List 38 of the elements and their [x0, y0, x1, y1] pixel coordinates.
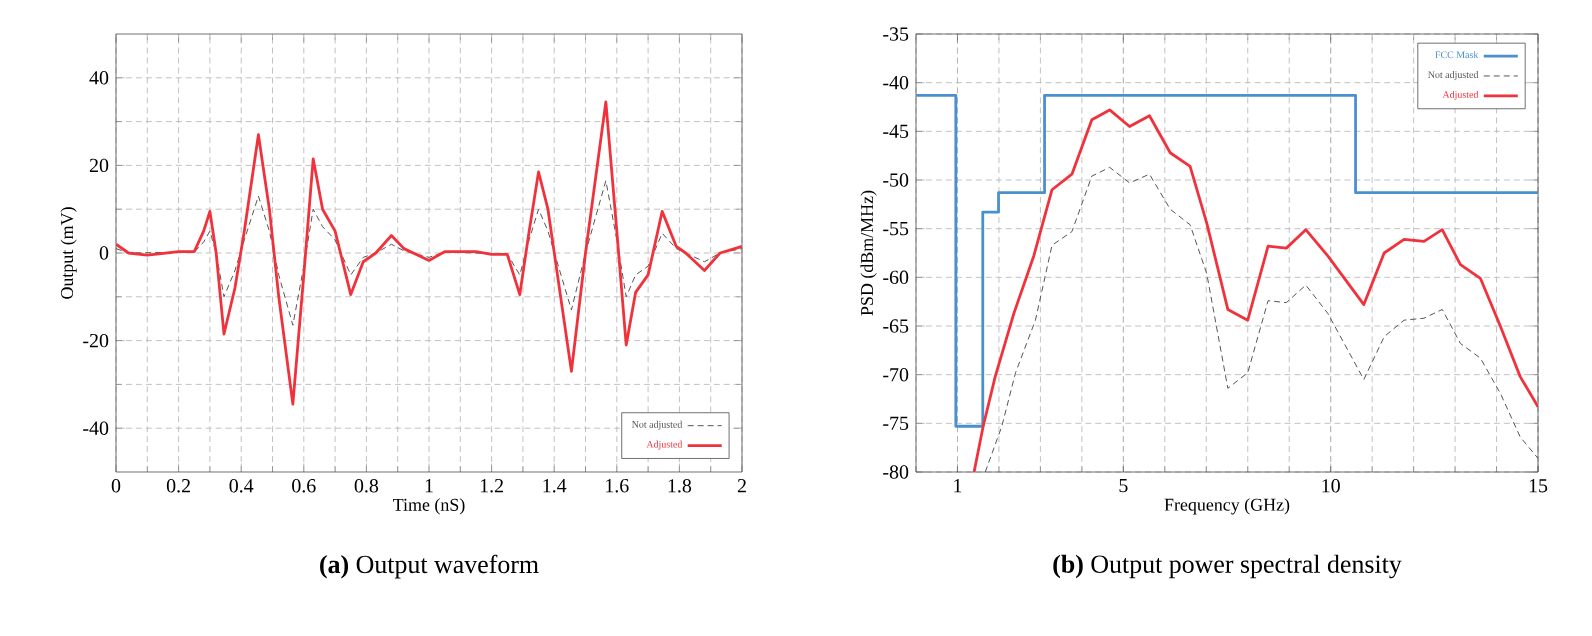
y-axis-title: Output (mV)	[60, 207, 77, 299]
x-tick-label: 0.6	[292, 479, 316, 493]
y-tick-label: -20	[83, 333, 109, 348]
x-tick-label: 1.8	[668, 479, 692, 493]
y-tick-label: -65	[883, 319, 909, 333]
x-tick-label: 0.8	[354, 479, 379, 493]
y-tick-label: 20	[89, 158, 109, 173]
x-tick-label: 0	[111, 479, 121, 493]
text: (b) Output power spectral density	[1053, 554, 1402, 579]
y-tick-label: 0	[99, 246, 109, 260]
x-tick-label: 1.2	[480, 479, 503, 493]
x-tick-label: 0.2	[166, 479, 190, 493]
y-tick-label: -40	[83, 421, 109, 435]
x-axis-title: Time (nS)	[393, 498, 465, 515]
line-series	[116, 100, 743, 406]
y-tick-label: -70	[883, 367, 909, 382]
x-tick-label: 1.4	[543, 479, 567, 493]
y-tick-label: -55	[883, 222, 909, 236]
y-tick-label: 40	[89, 71, 109, 85]
x-tick-label: 2	[737, 479, 746, 493]
y-tick-label: -45	[883, 124, 909, 138]
y-tick-label: -40	[883, 75, 909, 90]
line-series	[972, 108, 1539, 472]
x-tick-label: 1.6	[606, 479, 629, 493]
x-tick-label: 15	[1529, 479, 1548, 493]
x-tick-label: 5	[1119, 479, 1128, 493]
y-tick-label: -60	[883, 270, 909, 285]
y-tick-label: -80	[883, 465, 909, 479]
text: (a) Output waveform	[320, 554, 539, 579]
y-axis-title: PSD (dBm/MHz)	[860, 190, 877, 316]
y-tick-label: -35	[883, 27, 909, 41]
y-tick-label: -50	[883, 173, 909, 187]
x-tick-label: 1	[425, 479, 433, 493]
x-axis-title: Frequency (GHz)	[1164, 498, 1290, 515]
y-tick-label: -75	[883, 416, 909, 430]
x-tick-label: 1	[954, 479, 962, 493]
x-tick-label: 10	[1322, 479, 1340, 493]
x-tick-label: 0.4	[229, 479, 254, 493]
